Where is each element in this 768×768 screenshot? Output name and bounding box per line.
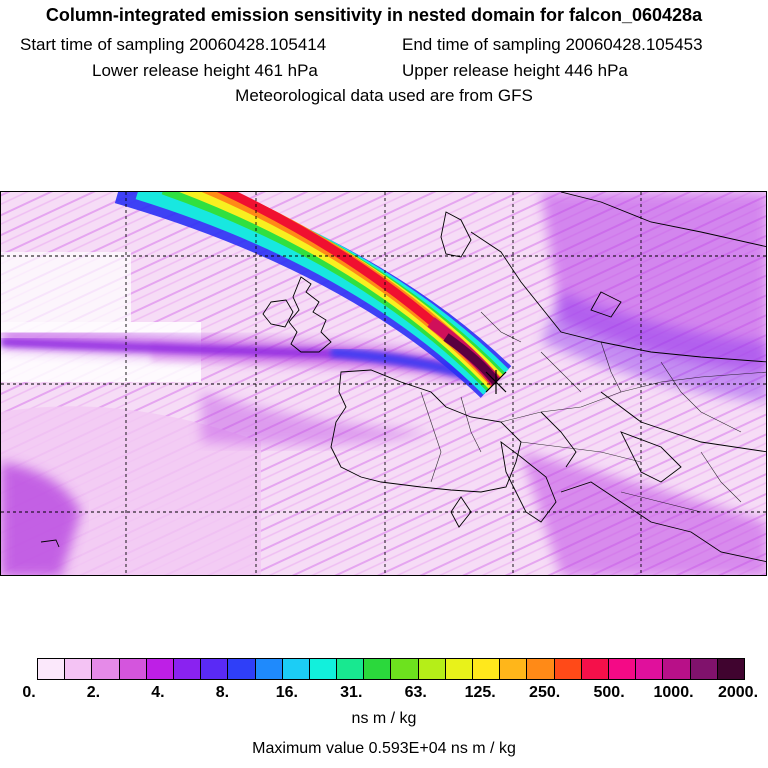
colorbar-segment <box>473 659 501 679</box>
colorbar-segment <box>391 659 419 679</box>
country-borders <box>420 311 766 513</box>
colorbar-segment <box>581 659 609 679</box>
colorbar-segment <box>146 659 174 679</box>
colorbar-segment <box>119 659 147 679</box>
plot-title: Column-integrated emission sensitivity i… <box>45 5 703 25</box>
graticule <box>1 192 766 575</box>
colorbar-tick-label: 125. <box>464 684 496 701</box>
colorbar-tick-label: 500. <box>593 684 625 701</box>
colorbar-segment <box>228 659 256 679</box>
colorbar-unit: ns m / kg <box>351 710 417 727</box>
colorbar <box>37 658 745 680</box>
colorbar-segment <box>337 659 365 679</box>
colorbar-segment <box>554 659 582 679</box>
colorbar-tick-label: 4. <box>151 684 165 701</box>
colorbar-segment <box>38 659 66 679</box>
met-data-note: Meteorological data used are from GFS <box>235 86 533 105</box>
colorbar-segment <box>690 659 718 679</box>
colorbar-segment <box>608 659 637 679</box>
colorbar-segment <box>418 659 446 679</box>
colorbar-segment <box>309 659 338 679</box>
colorbar-segment <box>65 659 93 679</box>
coastlines <box>40 192 766 563</box>
sensitivity-map <box>0 191 767 576</box>
colorbar-tick-label: 8. <box>215 684 230 701</box>
colorbar-segment <box>717 659 744 679</box>
colorbar-segment <box>92 659 120 679</box>
colorbar-tick-label: 63. <box>404 684 427 701</box>
colorbar-tick-label: 16. <box>275 684 298 701</box>
colorbar-segment <box>364 659 392 679</box>
lower-release-height: Lower release height 461 hPa <box>92 61 318 80</box>
colorbar-segment <box>636 659 664 679</box>
map-canvas <box>1 192 766 575</box>
end-time: End time of sampling 20060428.105453 <box>402 35 703 54</box>
maximum-value: Maximum value 0.593E+04 ns m / kg <box>252 740 516 757</box>
colorbar-tick-label: 250. <box>529 684 561 701</box>
colorbar-tick-label: 1000. <box>653 684 694 701</box>
colorbar-segment <box>663 659 691 679</box>
colorbar-segment <box>527 659 555 679</box>
colorbar-tick-label: 31. <box>340 684 363 701</box>
colorbar-segment <box>255 659 283 679</box>
colorbar-segment <box>282 659 310 679</box>
colorbar-segment <box>201 659 229 679</box>
start-time: Start time of sampling 20060428.105414 <box>20 35 327 54</box>
colorbar-tick-label: 0. <box>22 684 36 701</box>
colorbar-segment <box>445 659 473 679</box>
colorbar-tick-label: 2. <box>86 684 101 701</box>
colorbar-tick-label: 2000. <box>717 684 759 701</box>
colorbar-segment <box>173 659 202 679</box>
upper-release-height: Upper release height 446 hPa <box>402 61 628 80</box>
receptor-x-marker <box>485 370 507 394</box>
colorbar-segment <box>500 659 528 679</box>
